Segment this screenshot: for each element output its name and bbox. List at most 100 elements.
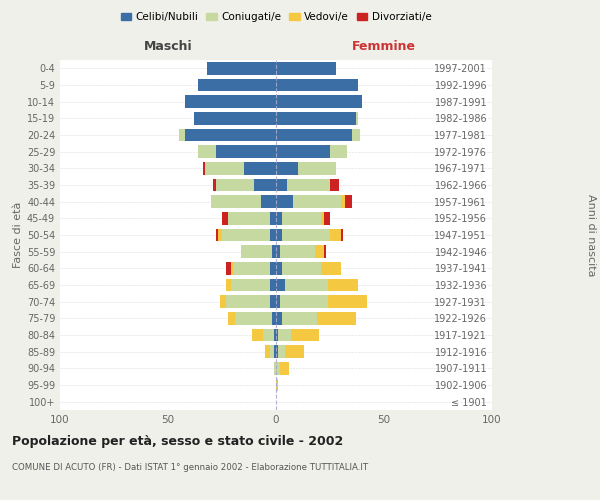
Bar (328, 279, 358, 291)
Bar (269, 296, 276, 308)
Bar (222, 229, 269, 241)
Bar (226, 279, 230, 291)
Bar (203, 162, 205, 174)
Bar (263, 329, 274, 341)
Bar (211, 196, 261, 208)
Bar (280, 296, 328, 308)
Bar (284, 279, 328, 291)
Bar (276, 279, 284, 291)
Bar (226, 262, 230, 274)
Bar (323, 246, 326, 258)
Bar (276, 262, 283, 274)
Bar (330, 146, 347, 158)
Bar (215, 179, 254, 192)
Bar (269, 346, 274, 358)
Bar (272, 246, 276, 258)
Bar (278, 329, 291, 341)
Bar (330, 179, 338, 192)
Bar (276, 362, 280, 374)
Bar (179, 129, 185, 141)
Bar (293, 196, 341, 208)
Bar (229, 212, 269, 224)
Bar (341, 196, 345, 208)
Bar (229, 312, 235, 324)
Bar (276, 162, 298, 174)
Bar (276, 112, 356, 124)
Text: Maschi: Maschi (143, 40, 193, 52)
Bar (215, 146, 276, 158)
Bar (269, 279, 276, 291)
Bar (233, 262, 269, 274)
Bar (315, 246, 323, 258)
Bar (207, 62, 276, 74)
Bar (198, 79, 276, 92)
Bar (220, 296, 226, 308)
Y-axis label: Fasce di età: Fasce di età (13, 202, 23, 268)
Bar (345, 196, 352, 208)
Bar (276, 146, 330, 158)
Bar (356, 112, 358, 124)
Bar (230, 262, 233, 274)
Bar (274, 362, 276, 374)
Bar (274, 346, 276, 358)
Bar (198, 146, 215, 158)
Bar (323, 212, 330, 224)
Bar (252, 329, 263, 341)
Bar (276, 346, 278, 358)
Bar (276, 379, 278, 391)
Bar (283, 212, 322, 224)
Bar (241, 246, 272, 258)
Bar (226, 296, 269, 308)
Bar (185, 129, 276, 141)
Bar (276, 129, 352, 141)
Bar (276, 62, 337, 74)
Bar (235, 312, 272, 324)
Bar (298, 162, 337, 174)
Bar (352, 129, 360, 141)
Bar (283, 312, 317, 324)
Legend: Celibi/Nubili, Coniugati/e, Vedovi/e, Divorziati/e: Celibi/Nubili, Coniugati/e, Vedovi/e, Di… (116, 8, 436, 26)
Text: Femmine: Femmine (352, 40, 416, 52)
Bar (222, 212, 229, 224)
Bar (276, 79, 358, 92)
Bar (276, 329, 278, 341)
Bar (322, 262, 341, 274)
Bar (205, 162, 244, 174)
Bar (328, 296, 367, 308)
Text: Popolazione per età, sesso e stato civile - 2002: Popolazione per età, sesso e stato civil… (12, 435, 343, 448)
Bar (194, 112, 276, 124)
Text: Anni di nascita: Anni di nascita (586, 194, 596, 276)
Bar (218, 229, 222, 241)
Bar (341, 229, 343, 241)
Bar (283, 262, 322, 274)
Bar (276, 229, 283, 241)
Bar (215, 229, 218, 241)
Bar (244, 162, 276, 174)
Bar (214, 179, 215, 192)
Bar (274, 329, 276, 341)
Bar (276, 196, 293, 208)
Bar (276, 246, 280, 258)
Bar (276, 179, 287, 192)
Bar (291, 329, 319, 341)
Bar (280, 246, 315, 258)
Bar (230, 279, 269, 291)
Bar (276, 296, 280, 308)
Text: COMUNE DI ACUTO (FR) - Dati ISTAT 1° gennaio 2002 - Elaborazione TUTTITALIA.IT: COMUNE DI ACUTO (FR) - Dati ISTAT 1° gen… (12, 462, 368, 471)
Bar (278, 346, 284, 358)
Bar (254, 179, 276, 192)
Bar (269, 229, 276, 241)
Bar (283, 229, 330, 241)
Bar (272, 312, 276, 324)
Bar (276, 212, 283, 224)
Bar (287, 179, 330, 192)
Bar (317, 312, 356, 324)
Bar (185, 96, 276, 108)
Bar (261, 196, 276, 208)
Bar (276, 312, 283, 324)
Bar (276, 96, 362, 108)
Bar (284, 346, 304, 358)
Bar (280, 362, 289, 374)
Bar (322, 212, 323, 224)
Bar (265, 346, 269, 358)
